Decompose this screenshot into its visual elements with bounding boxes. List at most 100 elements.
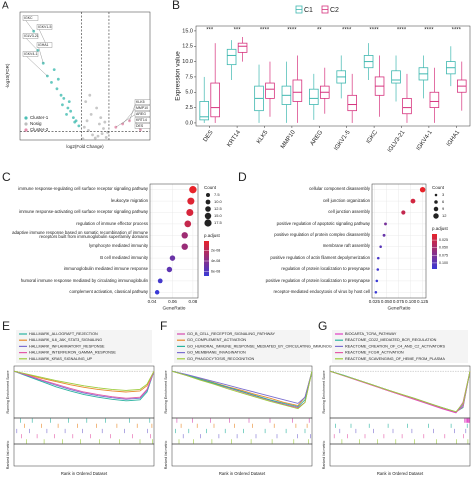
- dot: [376, 268, 380, 271]
- y-tick-label: adaptive immune response based on somati…: [12, 229, 148, 240]
- plot-background: [372, 184, 426, 298]
- point: [52, 68, 56, 71]
- dot: [419, 186, 426, 193]
- enrichment-line: [329, 370, 471, 413]
- color-legend-title: p.adjust: [432, 226, 449, 231]
- plot-frame: [171, 443, 313, 467]
- point: [73, 120, 77, 124]
- point: [81, 137, 85, 141]
- y-tick-label: 2.5: [185, 105, 193, 111]
- point: [91, 133, 94, 137]
- x-tick-label: DES: [203, 130, 215, 144]
- x-tick-label: 0.025: [369, 299, 381, 304]
- enrichment-line: [171, 370, 313, 408]
- plot-frame: [19, 11, 151, 141]
- colorbar-label: 2e-08: [211, 249, 220, 253]
- y-tick-label: leukocyte migration: [110, 197, 148, 203]
- dot: [379, 245, 382, 248]
- annotation-leader: [37, 26, 47, 45]
- colorbar-label: 0.025: [439, 238, 448, 242]
- dot: [374, 291, 378, 294]
- panel-letter: G: [318, 319, 327, 333]
- x-tick-label: IGKC: [366, 129, 380, 145]
- annotation-box: [22, 51, 39, 57]
- point: [95, 106, 99, 110]
- legend-label: REACTOME_CD22_MEDIATED_BCR_REGULATION: [345, 338, 437, 342]
- category-label-box: positive regulation of protein localizat…: [266, 278, 370, 283]
- annotation-box: [134, 111, 151, 117]
- enrichment-line: [171, 370, 313, 410]
- significance-label: ****: [342, 28, 352, 34]
- y-tick-label: regulation of immune effector process: [76, 220, 148, 226]
- panel-letter: D: [238, 170, 247, 184]
- enrichment-line: [13, 370, 155, 393]
- category-label-box: immune response-regulating cell surface …: [18, 187, 148, 192]
- dot: [384, 222, 387, 226]
- colorbar: [432, 234, 437, 269]
- size-legend-marker: [206, 193, 210, 197]
- x-tick-label: 0.08: [189, 299, 198, 304]
- size-legend-title: Count: [204, 185, 217, 190]
- x-tick-label: IGKV4-1: [416, 129, 434, 152]
- x-tick-label: 0.04: [148, 299, 157, 304]
- legend-label: HALLMARK_KRAS_SIGNALING_UP: [29, 357, 93, 361]
- y-axis-label: Expression value: [175, 51, 182, 101]
- enrichment-line: [13, 370, 155, 391]
- legend-marker: [24, 122, 28, 126]
- y-tick-label: 15.0: [182, 28, 193, 34]
- category-label-box: complement activation, classical pathway: [69, 289, 148, 294]
- significance-label: **: [317, 28, 322, 34]
- legend-label: HALLMARK_INFLAMMATORY_RESPONSE: [29, 344, 105, 348]
- annotation-box: [134, 105, 151, 111]
- significance-label: ****: [397, 28, 407, 34]
- y-axis-label: -log10(FDR): [5, 63, 10, 88]
- x-tick-label: IGLV3-21: [387, 129, 407, 154]
- significance-label: ***: [206, 28, 214, 34]
- dot: [181, 243, 188, 250]
- point: [56, 77, 60, 81]
- legend-label: C1: [304, 7, 313, 14]
- annotation-box: [134, 99, 151, 105]
- colorbar: [204, 241, 209, 276]
- plot-frame: [195, 25, 471, 127]
- category-label-box: cell junction assembly: [328, 209, 370, 214]
- colorbar-label: 6e-08: [211, 269, 220, 273]
- y-tick-label: immunoglobulin mediated immune response: [63, 266, 148, 272]
- legend-label: Cluster-1: [30, 115, 49, 120]
- size-legend-marker: [204, 219, 212, 227]
- dot: [376, 256, 380, 260]
- point: [102, 127, 105, 130]
- annotation-box: [22, 15, 39, 21]
- y-tick-label: positive regulation of apoptotic signali…: [276, 220, 370, 226]
- point: [104, 136, 108, 139]
- y-tick-label: cell junction organization: [322, 197, 370, 203]
- y-tick-label: 10.0: [182, 59, 193, 65]
- point: [69, 109, 73, 113]
- size-legend-marker: [205, 206, 211, 212]
- category-label-box: cellular component disassembly: [309, 187, 370, 192]
- point: [71, 116, 75, 119]
- annotation: DES: [136, 124, 144, 128]
- y-tick-label: 0.0: [185, 120, 193, 126]
- y2-axis-label: Ranked list metric: [322, 441, 326, 470]
- y-tick-label: receptor-mediated endocytosis of virus b…: [273, 289, 371, 295]
- annotation: AREG: [136, 112, 146, 116]
- dot: [189, 186, 197, 194]
- annotation: IGKV4-1: [24, 52, 37, 56]
- annotation-leader: [23, 53, 48, 77]
- legend-label: REACTOME_CREATION_OF_C4_AND_C2_ACTIVATOR…: [345, 344, 446, 348]
- y-tick-label: positive regulation of protein complex d…: [274, 232, 370, 238]
- point: [97, 122, 101, 126]
- colorbar-label: 0.050: [439, 246, 448, 250]
- panel-letter: B: [172, 0, 180, 12]
- size-legend-marker: [205, 199, 211, 205]
- x-axis-label: log2(Fold Change): [66, 144, 104, 149]
- x-axis-label: GeneRatio: [388, 305, 411, 311]
- box: [226, 48, 237, 66]
- significance-label: ****: [260, 28, 270, 34]
- category-label-box: regulation of immune effector process: [76, 220, 148, 226]
- annotation: KLK5: [136, 100, 145, 104]
- y-tick-label: positive regulation of actin filament de…: [270, 254, 370, 260]
